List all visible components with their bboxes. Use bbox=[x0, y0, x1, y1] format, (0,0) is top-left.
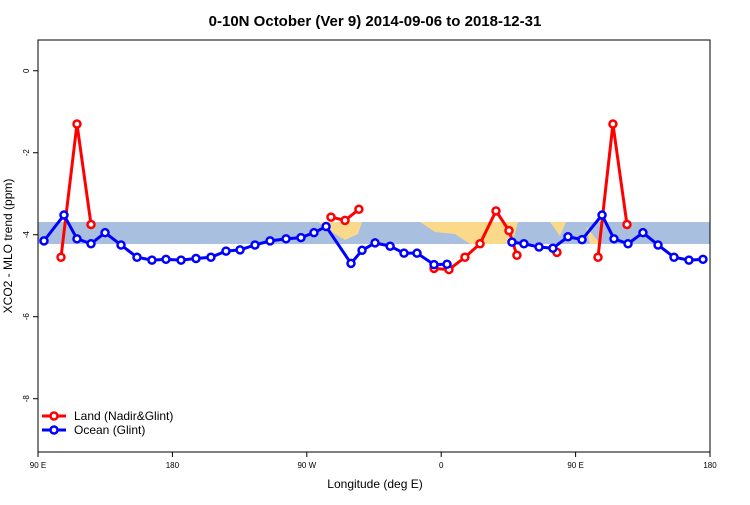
data-point bbox=[563, 232, 573, 242]
data-point bbox=[346, 258, 356, 269]
y-tick-label: -4 bbox=[22, 231, 31, 239]
x-tick-label: 90 E bbox=[567, 461, 583, 470]
data-point bbox=[309, 227, 319, 238]
data-point bbox=[265, 236, 275, 246]
chart-title: 0-10N October (Ver 9) 2014-09-06 to 2018… bbox=[209, 13, 542, 30]
data-point bbox=[191, 253, 201, 264]
data-point bbox=[206, 252, 216, 263]
legend-label: Ocean (Glint) bbox=[74, 423, 145, 437]
data-point bbox=[491, 206, 501, 216]
data-point bbox=[399, 248, 409, 258]
data-point bbox=[548, 243, 558, 254]
data-point bbox=[597, 210, 607, 220]
data-point bbox=[116, 240, 126, 250]
map-band bbox=[38, 222, 710, 244]
legend-label: Land (Nadir&Glint) bbox=[74, 409, 173, 423]
data-point bbox=[326, 212, 336, 222]
land-mass bbox=[318, 222, 600, 244]
data-point bbox=[281, 234, 291, 244]
data-point bbox=[340, 215, 350, 226]
x-tick-label: 180 bbox=[166, 461, 180, 470]
y-tick-label: -6 bbox=[22, 313, 31, 321]
data-point bbox=[72, 234, 82, 244]
data-point bbox=[698, 254, 708, 265]
data-point bbox=[56, 252, 66, 263]
data-point bbox=[475, 238, 485, 249]
data-point bbox=[684, 255, 694, 265]
data-point bbox=[623, 238, 633, 249]
data-point bbox=[321, 221, 331, 232]
data-point bbox=[100, 227, 110, 238]
data-point bbox=[609, 234, 619, 244]
data-point bbox=[357, 245, 367, 256]
data-point bbox=[534, 242, 544, 252]
data-point bbox=[512, 250, 522, 260]
data-point bbox=[622, 219, 632, 230]
data-point bbox=[161, 254, 171, 265]
y-tick-label: 0 bbox=[22, 68, 31, 73]
data-point bbox=[429, 259, 439, 270]
data-point bbox=[669, 252, 679, 263]
data-point bbox=[504, 225, 514, 236]
data-point bbox=[86, 219, 96, 230]
legend-marker bbox=[49, 411, 59, 421]
data-point bbox=[147, 255, 157, 265]
data-point bbox=[519, 238, 529, 249]
x-axis-label: Longitude (deg E) bbox=[327, 477, 422, 491]
data-point bbox=[593, 252, 603, 263]
plot-frame bbox=[37, 39, 711, 453]
data-point bbox=[460, 252, 470, 263]
y-tick-label: -8 bbox=[22, 395, 31, 403]
data-point bbox=[59, 210, 69, 220]
data-point bbox=[176, 255, 186, 265]
data-point bbox=[385, 241, 395, 251]
data-point bbox=[235, 245, 245, 255]
data-point bbox=[72, 119, 82, 129]
y-tick-label: -2 bbox=[22, 149, 31, 157]
x-tick-label: 180 bbox=[703, 461, 717, 470]
data-point bbox=[442, 259, 452, 269]
legend-marker bbox=[49, 425, 59, 435]
data-point bbox=[250, 240, 260, 250]
data-point bbox=[354, 204, 364, 215]
data-point bbox=[608, 119, 618, 129]
x-tick-label: 0 bbox=[439, 461, 444, 470]
data-point bbox=[39, 236, 49, 246]
data-point bbox=[577, 234, 587, 245]
series-line bbox=[42, 212, 448, 267]
data-point bbox=[221, 246, 231, 256]
data-point bbox=[296, 232, 306, 243]
data-point bbox=[132, 252, 142, 263]
x-tick-label: 90 W bbox=[297, 461, 316, 470]
data-point bbox=[86, 238, 96, 249]
y-axis-label: XCO2 - MLO trend (ppm) bbox=[1, 179, 15, 314]
x-tick-label: 90 E bbox=[30, 461, 46, 470]
data-point bbox=[412, 248, 422, 258]
data-point bbox=[653, 240, 663, 250]
data-point bbox=[638, 227, 648, 238]
data-point bbox=[370, 238, 380, 248]
data-point bbox=[507, 237, 517, 247]
